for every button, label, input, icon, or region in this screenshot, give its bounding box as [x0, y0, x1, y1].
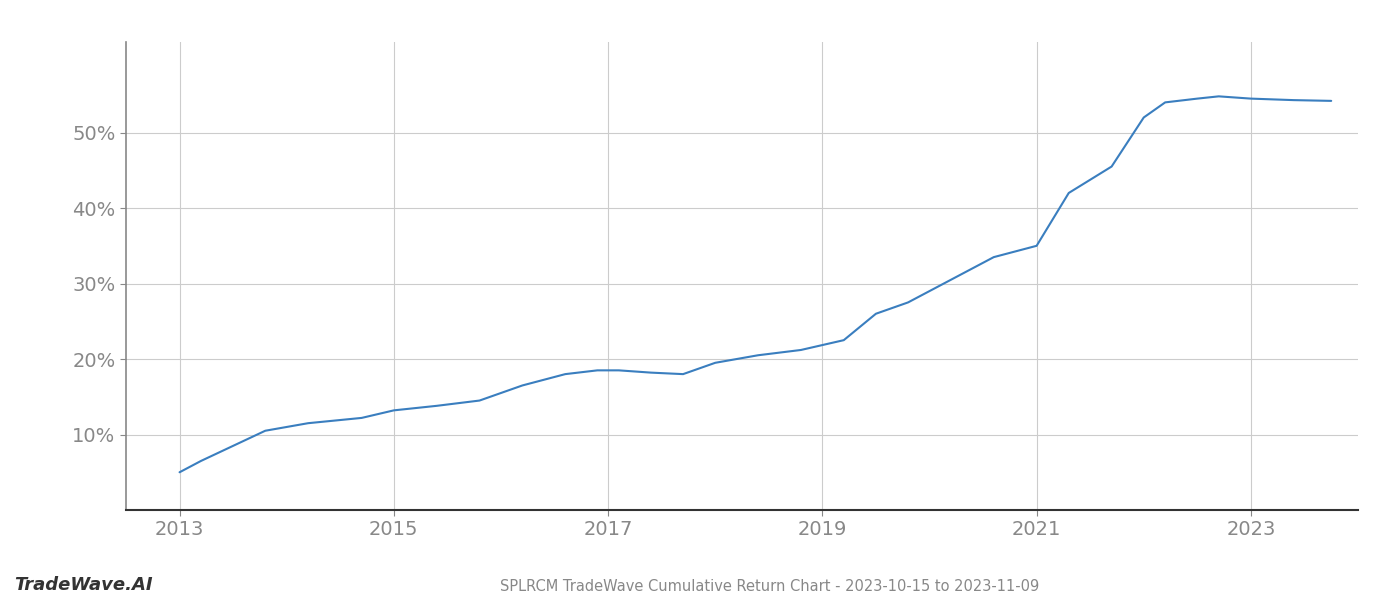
Text: TradeWave.AI: TradeWave.AI [14, 576, 153, 594]
Text: SPLRCM TradeWave Cumulative Return Chart - 2023-10-15 to 2023-11-09: SPLRCM TradeWave Cumulative Return Chart… [500, 579, 1040, 594]
